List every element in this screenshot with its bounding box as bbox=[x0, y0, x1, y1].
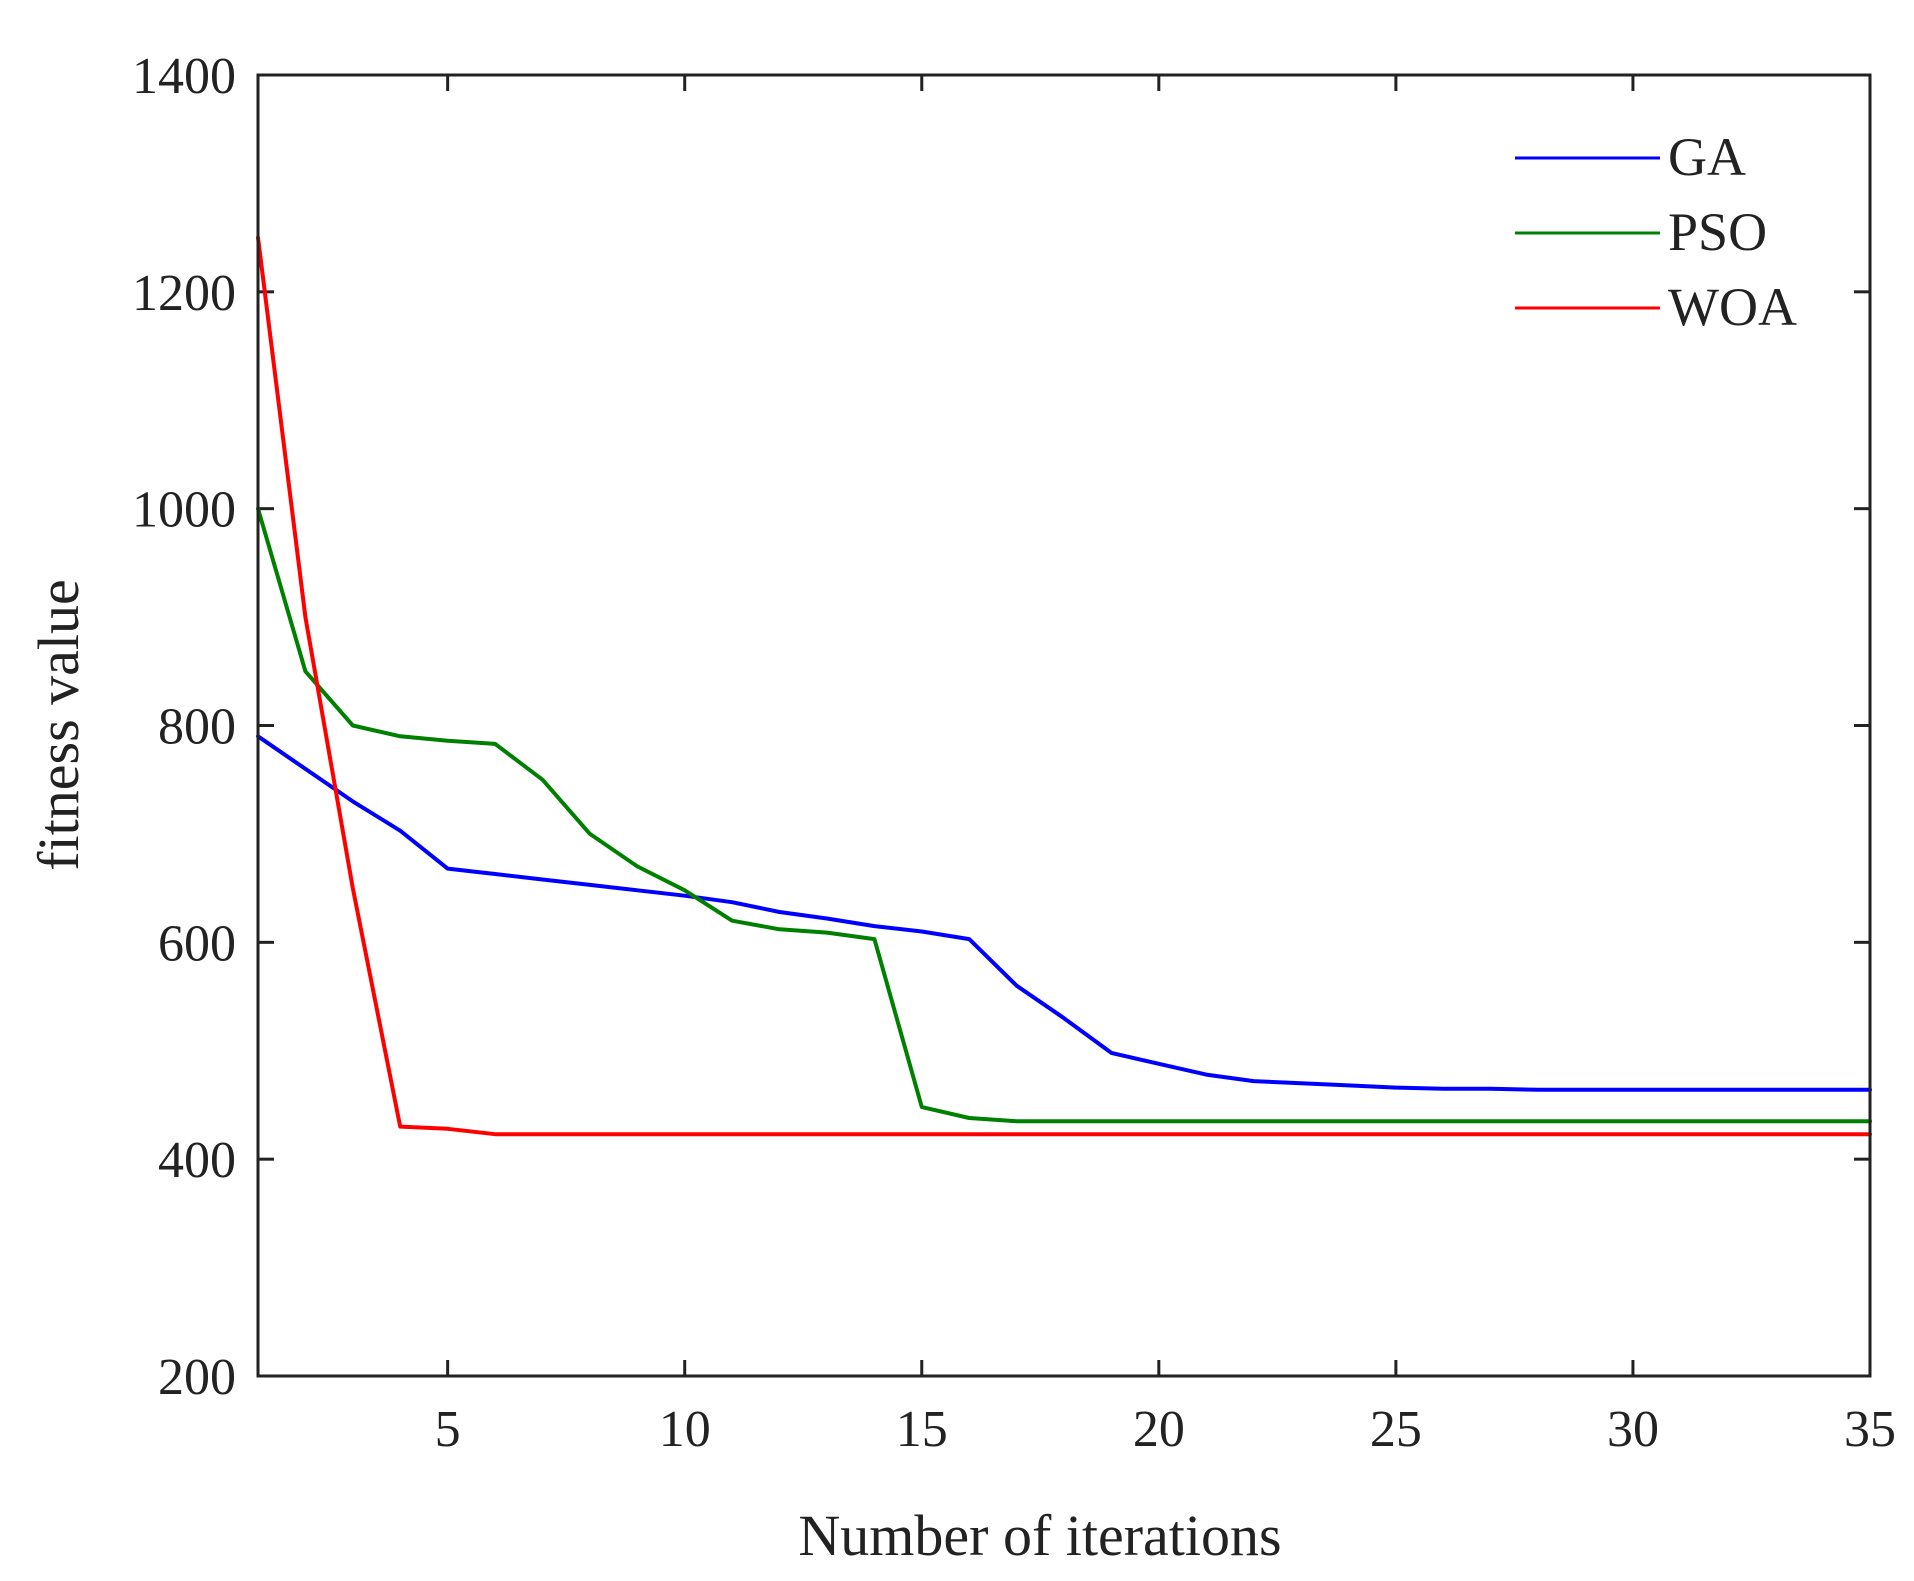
y-tick-label: 800 bbox=[158, 699, 236, 756]
x-tick-label: 35 bbox=[1844, 1401, 1896, 1458]
x-tick-label: 20 bbox=[1133, 1401, 1185, 1458]
y-tick-label: 1200 bbox=[132, 265, 236, 322]
x-tick-label: 10 bbox=[659, 1401, 711, 1458]
legend-label-woa: WOA bbox=[1668, 277, 1797, 337]
y-axis-label: fitness value bbox=[26, 579, 91, 871]
plot-frame bbox=[256, 73, 1872, 1378]
series-line-ga bbox=[256, 734, 1872, 1092]
y-tick-label: 200 bbox=[158, 1349, 236, 1406]
x-tick-label: 25 bbox=[1370, 1401, 1422, 1458]
y-tick-label: 400 bbox=[158, 1132, 236, 1189]
x-axis-label: Number of iterations bbox=[798, 1503, 1281, 1568]
legend-label-ga: GA bbox=[1668, 127, 1746, 187]
y-tick-label: 1000 bbox=[132, 482, 236, 539]
ticks-layer: 5 10 15 20 25 30 35 200 400 600 800 1000 1200 1400 bbox=[132, 48, 1896, 1458]
x-tick-label: 5 bbox=[435, 1401, 461, 1458]
x-tick-label: 15 bbox=[896, 1401, 948, 1458]
y-tick-label: 1400 bbox=[132, 48, 236, 105]
series-layer bbox=[256, 235, 1872, 1137]
y-tick-label: 600 bbox=[158, 915, 236, 972]
x-tick-label: 30 bbox=[1607, 1401, 1659, 1458]
legend-label-pso: PSO bbox=[1668, 202, 1767, 262]
series-line-pso bbox=[256, 506, 1872, 1124]
legend: GA PSO WOA bbox=[1515, 127, 1797, 337]
series-line-woa bbox=[256, 235, 1872, 1137]
